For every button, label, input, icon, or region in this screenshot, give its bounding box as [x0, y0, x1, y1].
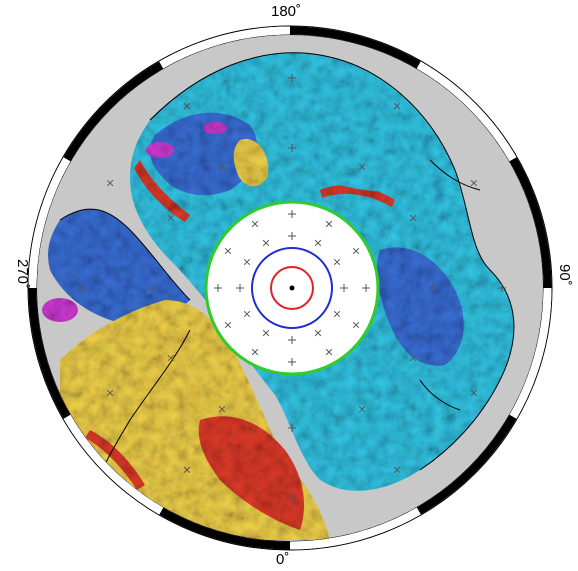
graticule-cross	[410, 214, 417, 222]
amerasian-basin	[149, 112, 258, 196]
graticule-cross	[218, 163, 226, 170]
graticule-cross	[325, 348, 333, 356]
graticule-cross	[183, 102, 191, 110]
longitude-label-0: 0˚	[276, 551, 290, 568]
anomaly-ridge	[134, 160, 190, 222]
graticule-cross	[352, 247, 360, 255]
frame-segment	[416, 61, 517, 162]
graticule-cross	[288, 358, 296, 366]
graticule-cross	[352, 321, 360, 329]
frame-segment	[416, 414, 517, 515]
graticule-cross	[288, 232, 296, 240]
longitude-label-90: 90˚	[556, 264, 573, 286]
anomaly-ridge	[320, 184, 395, 207]
graticule-cross	[224, 321, 232, 329]
graticule-cross	[251, 220, 259, 228]
frame-segment	[159, 26, 291, 69]
north-pole-marker	[289, 285, 295, 291]
graticule-cross	[362, 284, 370, 292]
graticule-cross	[251, 348, 259, 356]
anomaly-ridge	[85, 430, 145, 490]
graticule-cross	[470, 179, 478, 187]
graticule-cross	[410, 354, 417, 362]
graticule-cross	[314, 329, 322, 337]
graticule-cross	[470, 389, 478, 397]
graticule-cross	[498, 284, 506, 292]
graticule-cross	[262, 329, 270, 337]
graticule-cross	[224, 247, 232, 255]
graticule-cross	[393, 102, 401, 110]
frame-segment	[63, 61, 164, 162]
graticule-cross	[358, 406, 366, 413]
graticule-cross	[393, 466, 401, 474]
graticule-cross	[236, 284, 244, 292]
graticule-cross	[340, 284, 348, 292]
graticule-cross	[167, 214, 174, 222]
graticule-cross	[167, 354, 174, 362]
frame-segment	[509, 157, 552, 289]
longitude-label-270: 270˚	[14, 259, 31, 290]
frame-segments	[28, 26, 552, 550]
frame-segment	[28, 157, 71, 289]
graticule-cross	[333, 310, 341, 318]
graticule-cross	[243, 258, 251, 266]
graticule-cross	[333, 258, 341, 266]
graticule-cross	[78, 284, 86, 292]
graticule-cross	[214, 284, 222, 292]
frame-segment	[159, 507, 291, 550]
graticule-frame	[27, 25, 553, 551]
east-siberian-field	[269, 106, 415, 192]
frame-segment	[509, 287, 552, 419]
anomaly-peak	[203, 122, 227, 134]
graticule-cross	[106, 179, 114, 187]
graticule-cross	[428, 284, 436, 292]
ring-inner	[270, 266, 314, 310]
atlantic-high-band	[198, 416, 305, 530]
frame-segment	[289, 507, 421, 550]
frame-segment	[28, 287, 71, 419]
graticule-cross	[288, 494, 296, 502]
kara-sea-field	[376, 247, 464, 366]
coastlines	[59, 52, 515, 501]
graticule-cross	[243, 310, 251, 318]
frame-segment	[63, 414, 164, 515]
graticule-cross	[218, 406, 226, 413]
graticule-cross	[358, 163, 366, 170]
graticule-cross	[325, 220, 333, 228]
graticule-cross	[288, 210, 296, 218]
ring-outer	[251, 247, 333, 329]
longitude-label-180: 180˚	[271, 3, 302, 20]
graticule-cross	[148, 284, 156, 292]
graticule-cross	[288, 74, 296, 82]
anomaly-peak	[146, 142, 174, 158]
graticule-cross	[288, 336, 296, 344]
graticule-cross	[288, 424, 296, 432]
graticule-cross	[262, 239, 270, 247]
graticule-cross	[183, 466, 191, 474]
map-disk	[37, 35, 543, 541]
archipelago-channels	[48, 209, 190, 324]
graticule-cross	[288, 144, 296, 152]
graticule-cross	[106, 389, 114, 397]
graticule-crosses	[78, 74, 506, 502]
eurasian-warm-patch	[233, 139, 269, 187]
frame-segment	[289, 26, 421, 69]
anomaly-peak	[42, 298, 78, 322]
graticule-cross	[314, 239, 322, 247]
